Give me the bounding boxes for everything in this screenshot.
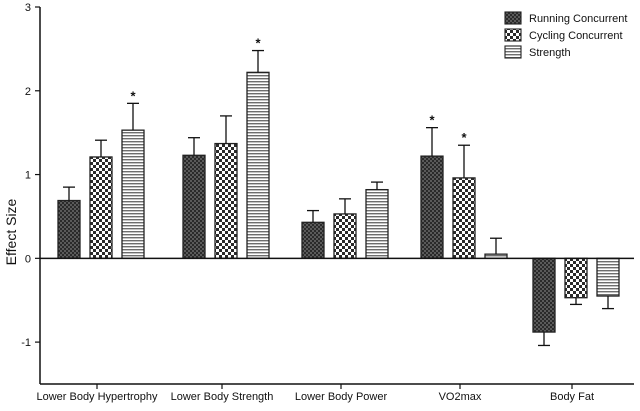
bar [182, 154, 206, 259]
bar [246, 71, 270, 259]
y-tick-label: 1 [25, 170, 31, 182]
y-axis-ticks: -1 0 1 2 3 [21, 2, 40, 349]
significance-star: * [429, 113, 435, 128]
y-tick-label: -1 [21, 337, 31, 349]
significance-star: * [255, 36, 261, 51]
bar [214, 142, 238, 259]
bar [89, 156, 113, 259]
significance-markers: * * * * [130, 36, 467, 146]
legend: Running Concurrent Cycling Concurrent Stre… [504, 11, 627, 59]
x-category-label: Body Fat [550, 391, 594, 403]
bar [333, 213, 357, 259]
y-axis-label: Effect Size [3, 198, 19, 265]
legend-label: Running Concurrent [529, 13, 627, 25]
bar [420, 155, 444, 259]
x-category-label: Lower Body Strength [171, 391, 274, 403]
error-bars-layer [63, 49, 614, 347]
x-category-label: Lower Body Hypertrophy [36, 391, 158, 403]
x-category-label: VO2max [439, 391, 482, 403]
bar [452, 177, 476, 259]
significance-star: * [130, 88, 136, 103]
bar [57, 199, 81, 259]
bar [121, 129, 145, 259]
bar [564, 257, 588, 299]
y-tick-label: 2 [25, 86, 31, 98]
legend-swatch [504, 11, 522, 25]
bar [301, 221, 325, 259]
significance-star: * [461, 130, 467, 145]
y-tick-label: 3 [25, 2, 31, 14]
legend-label: Cycling Concurrent [529, 30, 623, 42]
axes-layer [39, 7, 634, 385]
x-axis-category-labels: Lower Body Hypertrophy Lower Body Strengt… [36, 384, 594, 403]
bar [365, 188, 389, 259]
y-tick-label: 0 [25, 253, 31, 265]
legend-swatch [504, 28, 522, 42]
x-category-label: Lower Body Power [295, 391, 388, 403]
bar [532, 257, 556, 333]
bar [596, 257, 620, 297]
legend-label: Strength [529, 47, 571, 59]
legend-swatch [504, 45, 522, 59]
bars-layer [57, 71, 620, 333]
